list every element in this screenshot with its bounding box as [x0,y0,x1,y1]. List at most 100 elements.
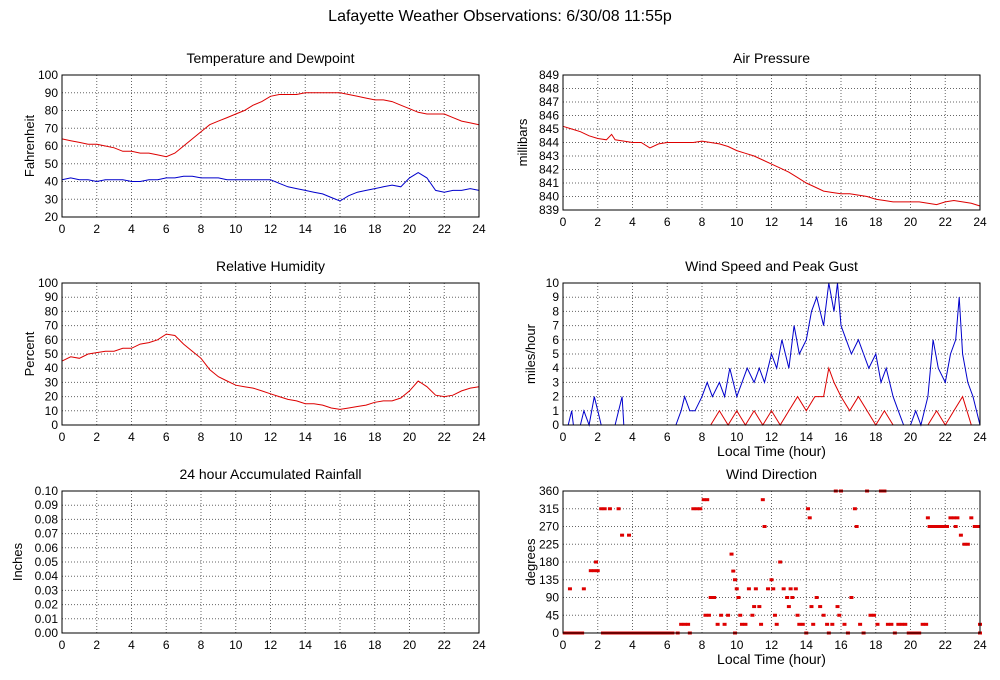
wind_dir-point [969,516,974,520]
wind_dir-point [726,613,731,617]
wind_dir-xtick-label: 10 [730,638,744,652]
wind_dir-point [627,533,632,537]
wind_dir-point [691,507,696,511]
wind_speed-xtick-label: 0 [560,430,567,444]
wind_dir-point [830,622,835,626]
wind_speed-series-0 [563,282,981,427]
wind_dir-point [889,622,894,626]
wind_dir-ytick-label: 90 [546,591,560,605]
wind_dir-xtick-label: 14 [800,638,814,652]
temp-xtick-label: 18 [368,222,382,236]
wind_dir-point [872,613,877,617]
temp-series-0 [61,92,480,158]
pressure-ytick-label: 841 [539,176,559,190]
wind_dir-point [602,507,607,511]
pressure-ylabel: millibars [515,118,530,166]
wind_dir-point [771,587,776,591]
pressure-series-0 [562,125,981,207]
rainfall-ytick-label: 0.07 [35,527,59,541]
pressure-xtick-label: 4 [629,215,636,229]
wind_dir-point [592,569,597,573]
wind_speed-xtick-label: 16 [834,430,848,444]
wind_speed-xtick-label: 4 [629,430,636,444]
temp-ytick-label: 40 [45,175,59,189]
humidity-ytick-label: 10 [45,404,59,418]
pressure-ytick-label: 842 [539,163,559,177]
rainfall-xtick-label: 4 [128,638,135,652]
wind_speed-ytick-label: 3 [552,375,559,389]
wind_speed-xtick-label: 2 [594,430,601,444]
wind_dir-ytick-label: 270 [539,520,559,534]
pressure-ytick-label: 843 [539,149,559,163]
wind_dir-point [800,622,805,626]
pressure-frame [562,74,981,211]
humidity-ytick-label: 70 [45,319,59,333]
humidity-xtick-label: 10 [229,430,243,444]
wind_dir-ytick-label: 135 [539,573,559,587]
rainfall-xtick-label: 24 [472,638,486,652]
humidity-xtick-label: 20 [403,430,417,444]
wind_dir-point [766,587,771,591]
wind_dir-point [772,613,777,617]
wind_dir-point [953,525,958,528]
wind_dir-point [788,587,793,591]
humidity-ytick-label: 80 [45,304,59,318]
wind_dir-title: Wind Direction [726,466,817,482]
pressure-xtick-label: 2 [594,215,601,229]
wind_dir-point [698,507,703,511]
wind_dir-ytick-label: 180 [539,555,559,569]
humidity-xtick-label: 16 [333,430,347,444]
rainfall-frame [61,490,480,634]
wind_speed-title: Wind Speed and Peak Gust [685,258,858,274]
rainfall-xtick-label: 2 [93,638,100,652]
wind_dir-point [837,613,842,617]
humidity-xtick-label: 2 [93,430,100,444]
wind_dir-point [616,507,621,511]
wind_dir-point [567,587,572,591]
pressure-xtick-label: 22 [939,215,953,229]
wind_dir-point [835,605,840,609]
rainfall-xtick-label: 8 [198,638,205,652]
wind_dir-point [786,605,791,609]
wind_dir-point [818,605,823,609]
wind_dir-point [814,596,819,599]
wind_dir-point [594,560,599,564]
pressure-ytick-label: 839 [539,203,559,217]
wind_speed-xtick-label: 24 [973,430,987,444]
wind_dir-point [781,587,786,591]
wind_speed-xtick-label: 10 [730,430,744,444]
page-title: Lafayette Weather Observations: 6/30/08 … [328,8,672,25]
wind_speed-ytick-label: 1 [552,404,559,418]
humidity-ytick-label: 0 [51,418,58,432]
rainfall-ytick-label: 0.00 [35,626,59,640]
wind_dir-point [746,587,751,591]
wind_speed-xtick-label: 20 [904,430,918,444]
wind_speed-xlabel: Local Time (hour) [717,443,826,459]
wind_dir-point [951,516,956,520]
temp-xtick-label: 10 [229,222,243,236]
pressure-xtick-label: 6 [664,215,671,229]
wind_speed-ytick-label: 4 [552,361,559,375]
wind_dir-point [821,613,826,617]
wind_dir-point [738,613,743,617]
humidity-xtick-label: 22 [438,430,452,444]
wind_dir-point [925,516,930,520]
wind_dir-xtick-label: 20 [904,638,918,652]
wind_dir-point [896,622,901,626]
wind_dir-point [679,622,684,626]
wind_speed-xtick-label: 8 [699,430,706,444]
rainfall-xtick-label: 0 [59,638,66,652]
wind_dir-point [736,596,741,599]
wind_dir-ytick-label: 315 [539,502,559,516]
humidity-frame [61,282,480,426]
wind_dir-ytick-label: 225 [539,537,559,551]
humidity-ytick-label: 20 [45,390,59,404]
temp-ytick-label: 70 [45,121,59,135]
temp-ytick-label: 50 [45,157,59,171]
pressure-xtick-label: 14 [800,215,814,229]
wind_dir-point [694,507,699,511]
wind_dir-point [752,605,757,609]
wind_dir-point [705,498,710,502]
humidity-ytick-label: 40 [45,361,59,375]
wind_dir-point [762,525,767,528]
